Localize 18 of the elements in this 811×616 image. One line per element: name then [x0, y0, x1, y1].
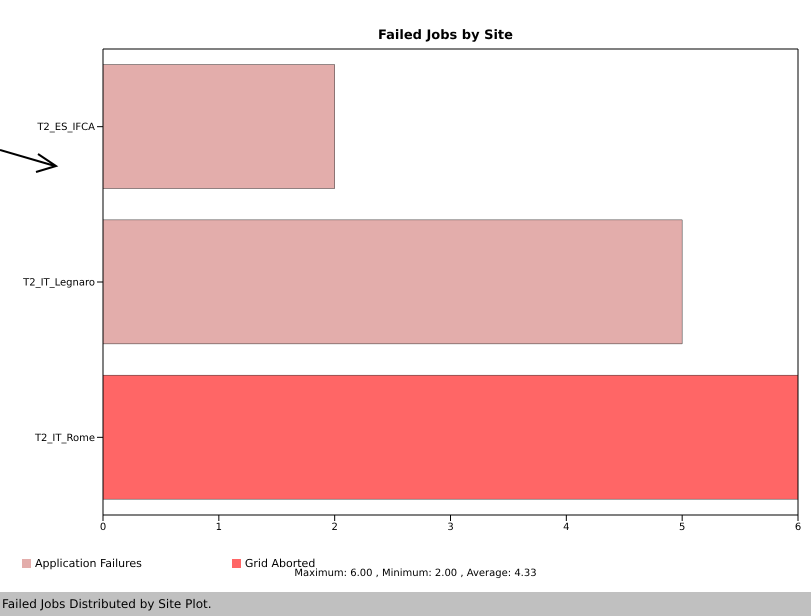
- chart-title: Failed Jobs by Site: [377, 28, 514, 43]
- x-tick-label: 6: [794, 522, 802, 534]
- x-tick-label: 5: [678, 522, 686, 534]
- text: Failed Jobs Distributed by Site Plot.: [0, 592, 811, 616]
- x-tick-label: 3: [447, 522, 454, 534]
- legend-label: Application Failures: [35, 557, 142, 570]
- y-tick-label: T2_IT_Legnaro: [22, 278, 95, 289]
- x-tick-label: 4: [563, 522, 570, 534]
- text: Maximum: 6.00 , Minimum: 2.00 , Average: 4.33: [294, 568, 537, 579]
- y-tick-label: T2_ES_IFCA: [36, 122, 96, 134]
- x-tick-label: 0: [100, 522, 106, 534]
- y-tick-label: T2_IT_Rome: [34, 432, 95, 444]
- bar: [103, 220, 682, 344]
- bar: [103, 374, 798, 500]
- x-tick-label: 1: [216, 522, 222, 534]
- x-tick-label: 2: [331, 522, 338, 534]
- legend-label: Grid Aborted: [244, 557, 316, 570]
- bar: [103, 64, 335, 189]
